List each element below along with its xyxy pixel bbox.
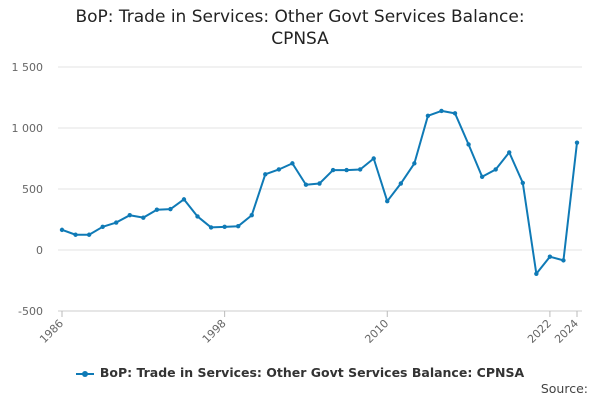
chart-title: BoP: Trade in Services: Other Govt Servi…: [0, 6, 600, 50]
data-point: [141, 215, 146, 220]
data-point: [547, 254, 553, 259]
data-point: [222, 224, 227, 230]
y-tick-label: 500: [22, 183, 43, 196]
x-tick-label: 2024: [552, 317, 581, 346]
legend[interactable]: BoP: Trade in Services: Other Govt Servi…: [0, 365, 600, 380]
legend-swatch: [75, 370, 94, 378]
data-point: [249, 213, 254, 218]
data-point: [100, 224, 105, 230]
x-tick-label: 2022: [525, 317, 554, 346]
data-point: [168, 206, 173, 212]
data-point: [412, 161, 417, 166]
data-point: [290, 161, 295, 166]
data-point: [127, 213, 132, 218]
data-point: [452, 111, 458, 116]
x-tick-label: 1986: [37, 317, 66, 346]
data-point: [317, 181, 322, 186]
data-point: [195, 214, 200, 219]
data-point: [357, 167, 363, 172]
data-point: [86, 232, 92, 237]
data-point: [425, 113, 431, 119]
source-label: Source:: [540, 381, 588, 396]
data-point: [154, 207, 160, 212]
data-point: [208, 225, 214, 230]
data-point: [73, 232, 78, 237]
data-point: [385, 199, 390, 204]
data-point: [303, 182, 309, 187]
data-point: [574, 140, 580, 145]
series-layer: [59, 108, 580, 276]
x-tick-label: 1998: [200, 317, 229, 346]
data-point: [398, 181, 404, 186]
y-tick-label: 1 000: [12, 122, 44, 135]
y-tick-label: -500: [18, 305, 43, 318]
data-point: [276, 167, 282, 172]
data-point: [181, 197, 187, 202]
data-point: [520, 180, 525, 186]
chart-title-line-2: CPNSA: [271, 29, 329, 49]
data-point: [439, 108, 444, 114]
data-point: [534, 271, 539, 276]
data-point: [466, 142, 471, 147]
grid: [58, 66, 582, 312]
data-point: [263, 172, 268, 177]
data-point: [507, 150, 512, 155]
series-line: [61, 109, 578, 275]
data-point: [344, 167, 349, 173]
data-point: [479, 174, 485, 179]
y-tick-label: 1 500: [12, 61, 44, 74]
data-point: [59, 227, 65, 233]
data-point: [330, 167, 336, 173]
data-point: [493, 167, 498, 172]
x-tick-label: 2010: [362, 317, 391, 346]
data-point: [561, 258, 566, 263]
legend-label: BoP: Trade in Services: Other Govt Servi…: [99, 365, 525, 380]
data-point: [114, 220, 119, 225]
data-point: [371, 156, 376, 161]
chart-title-line-1: BoP: Trade in Services: Other Govt Servi…: [75, 7, 525, 27]
y-tick-label: 0: [36, 244, 43, 257]
data-point: [235, 224, 241, 229]
